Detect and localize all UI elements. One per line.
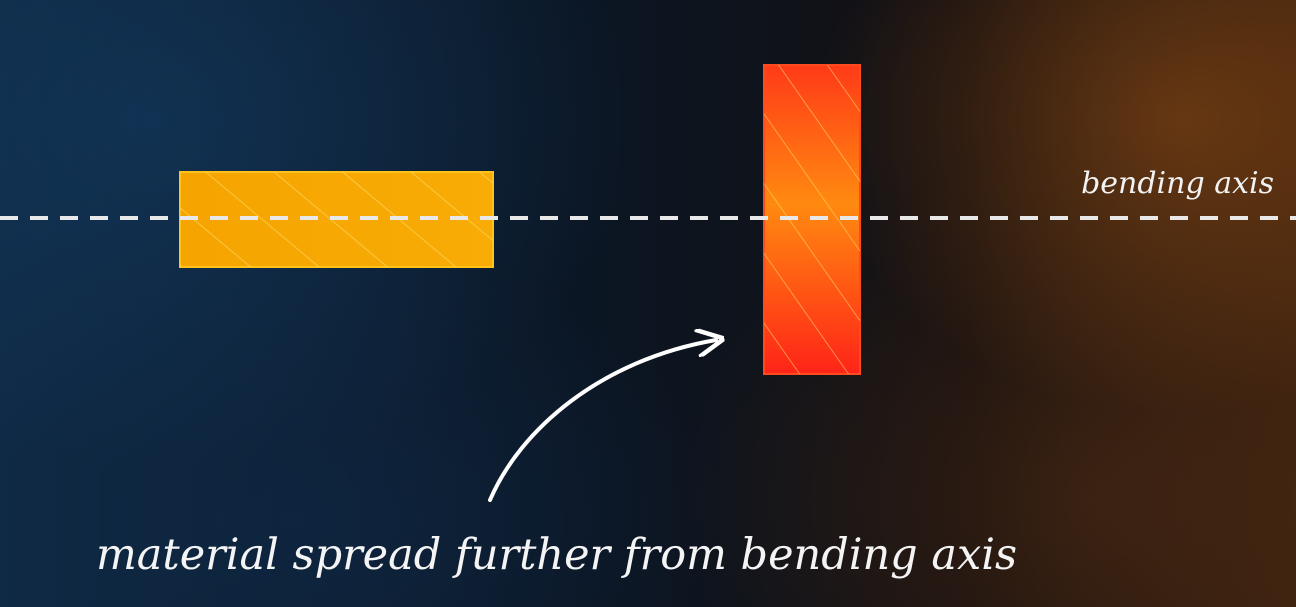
bending-axis-label: bending axis xyxy=(1081,166,1274,201)
flat-beam-cross-section xyxy=(179,171,494,268)
curved-arrow-icon xyxy=(488,340,716,502)
caption-text: material spread further from bending axi… xyxy=(96,530,1018,580)
